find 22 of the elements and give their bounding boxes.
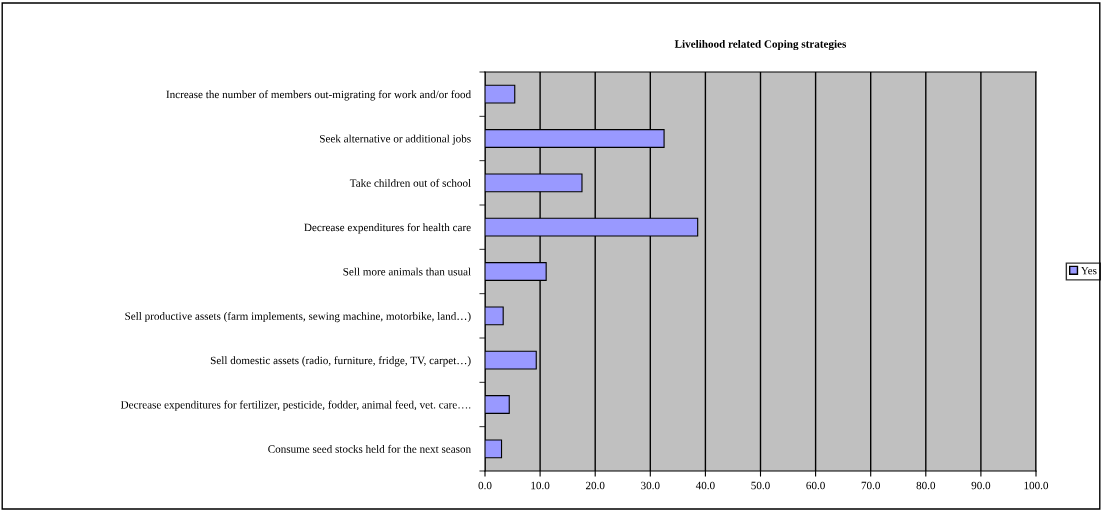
x-tick-label: 30.0 bbox=[641, 481, 660, 490]
x-tick-label: 0.0 bbox=[478, 481, 492, 490]
x-tick-label: 60.0 bbox=[806, 481, 825, 490]
x-tick-label: 10.0 bbox=[531, 481, 550, 490]
x-tick-label: 20.0 bbox=[585, 481, 605, 490]
y-tick-label: Decrease expenditures for fertilizer, pesticide, fodder, animal feed, vet. care…. bbox=[120, 400, 471, 411]
y-tick-label: Decrease expenditures for health care bbox=[304, 223, 471, 234]
y-tick-label: Seek alternative or additional jobs bbox=[320, 134, 471, 145]
y-tick-label: Sell more animals than usual bbox=[343, 267, 471, 276]
y-tick-label: Sell productive assets (farm implements, sewing machine, motorbike, land…) bbox=[125, 311, 471, 323]
x-tick-label: 70.0 bbox=[861, 481, 880, 490]
y-tick-label: Take children out of school bbox=[349, 178, 471, 187]
x-tick-label: 80.0 bbox=[916, 481, 936, 490]
y-tick-label: Increase the number of members out-migrating for work and/or food bbox=[166, 90, 471, 101]
y-tick-label: Consume seed stocks held for the next season bbox=[268, 444, 471, 453]
x-tick-label: 90.0 bbox=[971, 481, 991, 490]
y-tick-label: Sell domestic assets (radio, furniture, fridge, TV, carpet…) bbox=[210, 356, 471, 367]
x-tick-label: 100.0 bbox=[1024, 481, 1049, 490]
legend-label: Yes bbox=[1080, 266, 1097, 275]
x-tick-label: 40.0 bbox=[695, 481, 715, 490]
x-tick-label: 50.0 bbox=[751, 481, 770, 490]
chart-title: Livelihood related Coping strategies bbox=[674, 39, 847, 51]
